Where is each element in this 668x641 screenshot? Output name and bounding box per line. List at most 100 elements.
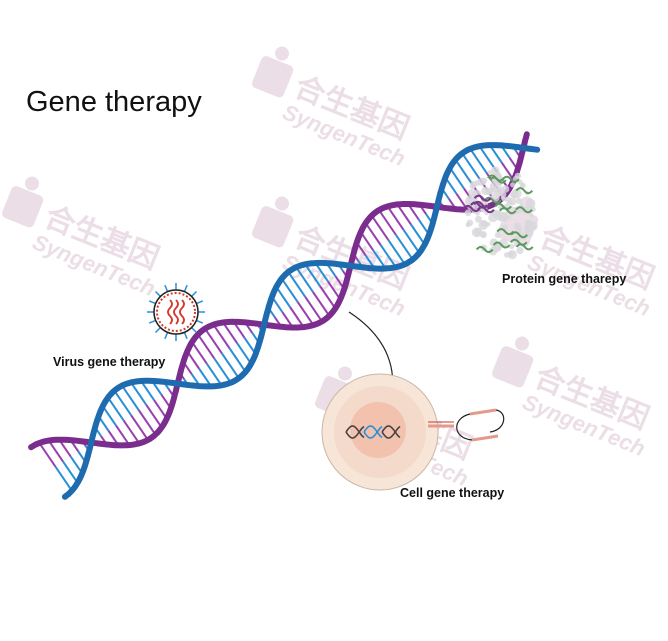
protein-atom xyxy=(507,250,517,260)
virus-icon xyxy=(147,283,205,341)
virus-spike xyxy=(154,290,161,297)
virus-spike xyxy=(183,284,188,292)
protein-helix xyxy=(462,204,481,213)
protein-helix xyxy=(475,246,494,253)
protein-atom xyxy=(508,197,517,206)
base-pair-rung xyxy=(370,215,390,241)
protein-atom xyxy=(516,228,523,234)
protein-atom xyxy=(528,220,533,225)
base-pair-rung xyxy=(212,324,231,349)
protein-helix xyxy=(473,194,492,202)
base-pair-rung xyxy=(130,381,148,406)
base-pair-rung xyxy=(140,380,155,401)
protein-atom xyxy=(493,210,504,221)
protein-atom xyxy=(496,243,501,249)
protein-atom xyxy=(488,246,498,256)
base-pair-rung xyxy=(326,280,342,300)
virus-spike xyxy=(191,327,198,334)
base-pair-rung xyxy=(130,414,149,441)
protein-gene-therapy-label: Protein gene tharepy xyxy=(502,272,627,286)
base-pair-rung xyxy=(204,328,223,354)
protein-atom xyxy=(515,197,523,204)
protein-atom xyxy=(474,215,482,223)
base-pair-rung xyxy=(47,439,64,463)
base-pair-rung xyxy=(121,385,140,411)
protein-helix xyxy=(499,207,517,215)
protein-atom xyxy=(529,213,534,218)
protein-atom xyxy=(474,179,481,186)
protein-helix xyxy=(492,241,511,249)
protein-atom xyxy=(468,189,476,197)
inserted-gene-icon xyxy=(345,425,401,439)
virus-spike xyxy=(154,327,161,334)
protein-structure-icon xyxy=(462,166,538,260)
base-pair-rung xyxy=(38,442,57,468)
base-pair-rung xyxy=(386,205,405,231)
dna-double-helix xyxy=(28,131,541,500)
base-pair-rung xyxy=(289,306,305,328)
protein-helix xyxy=(515,187,534,195)
protein-atom xyxy=(465,222,471,227)
protein-atom xyxy=(519,182,526,189)
base-pair-rung xyxy=(228,347,247,373)
protein-atom xyxy=(487,170,492,175)
base-pair-rung xyxy=(115,425,131,446)
base-pair-rung xyxy=(396,203,412,226)
protein-atom xyxy=(475,211,480,216)
base-pair-rung xyxy=(372,249,387,270)
protein-atom xyxy=(514,172,522,180)
base-pair-rung xyxy=(304,263,322,287)
protein-helix xyxy=(489,176,507,184)
base-pair-rung xyxy=(454,159,473,184)
cell-gene-therapy-label: Cell gene therapy xyxy=(400,486,505,500)
base-pair-rung xyxy=(379,244,397,268)
protein-atom xyxy=(510,182,516,188)
protein-atom xyxy=(501,185,510,193)
base-pair-rung xyxy=(402,229,421,254)
page-title: Gene therapy xyxy=(26,86,202,118)
virus-spike xyxy=(164,284,169,292)
virus-spike xyxy=(164,332,169,340)
base-pair-rung xyxy=(364,222,382,246)
protein-atom xyxy=(510,190,519,199)
cell-icon xyxy=(321,373,505,491)
base-pair-rung xyxy=(387,239,406,265)
protein-helix xyxy=(510,231,528,239)
base-pair-rung xyxy=(359,231,375,251)
virus-spike xyxy=(148,319,156,324)
virus-spike xyxy=(191,290,198,297)
protein-helix xyxy=(509,238,528,246)
virus-spike xyxy=(183,332,188,340)
base-pair-rung xyxy=(54,466,73,492)
base-pair-rung xyxy=(395,234,414,261)
dna-strand-blue xyxy=(61,142,541,500)
base-pair-rung xyxy=(153,399,168,420)
protein-atom xyxy=(516,246,524,255)
virus-spike xyxy=(148,300,156,305)
base-pair-rung xyxy=(101,405,117,427)
base-pair-rung xyxy=(461,152,480,179)
base-pair-rung xyxy=(319,285,337,310)
protein-atom xyxy=(484,187,492,195)
viral-genome xyxy=(167,299,173,325)
base-pair-rung xyxy=(304,296,323,322)
base-pair-rung xyxy=(478,145,496,169)
protein-atom xyxy=(481,220,489,228)
protein-helix xyxy=(502,175,520,183)
base-pair-rung xyxy=(378,209,397,236)
base-pair-rung xyxy=(222,321,238,344)
protein-atom xyxy=(471,227,482,238)
virus-spike xyxy=(196,319,204,324)
base-pair-rung xyxy=(295,266,314,293)
protein-helix xyxy=(515,243,534,251)
base-pair-rung xyxy=(113,390,133,416)
base-pair-rung xyxy=(311,290,331,317)
viral-genome xyxy=(173,299,179,325)
base-pair-rung xyxy=(236,342,252,365)
base-pair-rung xyxy=(280,278,299,303)
base-pair-rung xyxy=(145,404,163,429)
